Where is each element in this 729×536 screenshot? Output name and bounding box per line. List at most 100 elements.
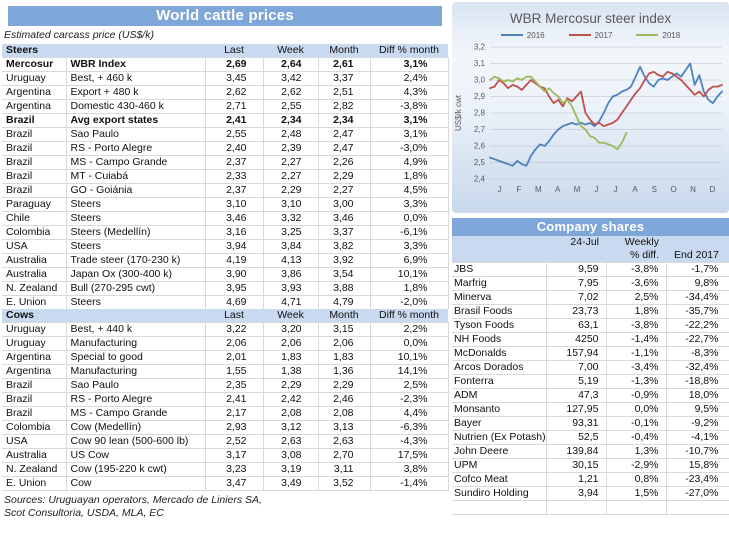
cell-weekly: -3,8% (605, 262, 666, 277)
cell-name: NH Foods (452, 332, 546, 347)
cell-diff: 4,9% (369, 155, 449, 170)
cell-desc: Cow (Medellín) (65, 420, 206, 435)
cell-desc: Steers (65, 295, 206, 309)
col-header-diff: Diff % month (379, 309, 439, 321)
cell-diff: -2,3% (369, 392, 449, 407)
cell-desc: Steers (65, 211, 206, 226)
cell-month: 2,63 (317, 434, 371, 449)
cell-country: Australia (2, 253, 66, 268)
table-row: Cofco Meat 1,21 0,8% -23,4% (452, 472, 729, 487)
cell-diff: 2,5% (369, 378, 449, 393)
cell-last: 2,37 (204, 183, 264, 198)
cell-last: 2,62 (204, 85, 264, 100)
cell-name: Nutrien (Ex Potash) (452, 430, 546, 445)
table-row: Australia Japan Ox (300-400 k) 3,90 3,86 3,5… (2, 267, 449, 282)
cell-diff: 4,3% (369, 85, 449, 100)
cell-month: 1,36 (317, 364, 371, 379)
table-row: Brazil MS - Campo Grande 2,37 2,27 2,26 4,9% (2, 155, 449, 170)
cell-desc: Special to good (65, 350, 206, 365)
company-shares-table: 24-Jul Weekly % diff. End 2017 JBS 9,59 -3… (452, 236, 729, 515)
col-header-diff: Diff % month (379, 44, 439, 56)
cell-country: Uruguay (2, 322, 66, 337)
table-row: Uruguay Best, + 460 k 3,45 3,42 3,37 2,4% (2, 71, 449, 86)
cell-price: 4250 (545, 332, 606, 347)
cell-country: USA (2, 434, 66, 449)
cell-country: N. Zealand (2, 462, 66, 477)
y-tick-label: 2,6 (474, 142, 486, 151)
cell-month: 4,79 (317, 295, 371, 309)
table-row: N. Zealand Cow (195-220 k cwt) 3,23 3,19 3,1… (2, 462, 449, 477)
y-tick-label: 2,4 (474, 175, 486, 184)
legend-swatch (568, 34, 591, 36)
cell-month: 3,54 (317, 267, 371, 282)
table-row: N. Zealand Bull (270-295 cwt) 3,95 3,93 3,88… (2, 281, 449, 296)
cell-desc: Sao Paulo (65, 378, 206, 393)
cell-last: 2,06 (204, 336, 264, 351)
cell-desc: Export + 480 k (65, 85, 206, 100)
cell-weekly: 2,5% (605, 290, 666, 305)
table-row: Australia US Cow 3,17 3,08 2,70 17,5% (2, 448, 449, 463)
table-row: Argentina Domestic 430-460 k 2,71 2,55 2,82-… (2, 99, 449, 114)
cell-week: 2,62 (262, 85, 319, 100)
cell-diff: 3,3% (369, 239, 449, 254)
col-header-week: Week (277, 44, 304, 56)
col-header-date: 24-Jul (570, 236, 599, 248)
x-tick-label: N (690, 185, 696, 194)
cell-desc: Best, + 440 k (65, 322, 206, 337)
cell-diff: 17,5% (369, 448, 449, 463)
cell-week: 4,13 (262, 253, 319, 268)
chart-legend: 2016 2017 2018 (452, 29, 729, 41)
cell-last: 3,90 (204, 267, 264, 282)
y-tick-label: 3,2 (474, 43, 486, 52)
cell-month: 2,26 (317, 155, 371, 170)
cell-name: Arcos Dorados (452, 360, 546, 375)
col-header-last: Last (224, 309, 244, 321)
cell-weekly: -1,4% (605, 332, 666, 347)
col-header-month: Month (329, 44, 359, 56)
cell-last: 3,95 (204, 281, 264, 296)
cell-desc: MS - Campo Grande (65, 406, 206, 421)
cell-price: 47,3 (545, 388, 606, 403)
cell-last: 3,45 (204, 71, 264, 86)
table-row: Australia Trade steer (170-230 k) 4,19 4,13… (2, 253, 449, 268)
table-row: E. Union Steers 4,69 4,71 4,79 -2,0% (2, 295, 449, 309)
cell-month: 2,27 (317, 183, 371, 198)
x-tick-label: J (498, 185, 502, 194)
empty-cell (665, 500, 729, 515)
cell-desc: US Cow (65, 448, 206, 463)
y-tick-label: 2,8 (474, 109, 486, 118)
cell-weekly: -1,1% (605, 346, 666, 361)
cell-last: 4,69 (204, 295, 264, 309)
company-shares-rows: JBS 9,59 -3,8% -1,7% Marfrig 7,95 -3,6% 9,8% Min… (452, 262, 729, 501)
cell-month: 3,37 (317, 71, 371, 86)
cell-price: 63,1 (545, 318, 606, 333)
cell-month: 2,47 (317, 127, 371, 142)
cell-diff: 3,1% (369, 57, 449, 72)
legend-item-2018: 2018 (636, 31, 680, 40)
series-line-2017 (489, 70, 723, 128)
cell-end2017: -1,7% (665, 262, 729, 277)
cell-country: Brazil (2, 113, 66, 128)
chart-title: WBR Mercosur steer index (509, 11, 672, 26)
cell-country: Mercosur (2, 57, 66, 72)
cell-country: USA (2, 239, 66, 254)
table-row: Brasil Foods 23,73 1,8% -35,7% (452, 304, 729, 319)
cell-week: 3,86 (262, 267, 319, 282)
cell-diff: 0,0% (369, 211, 449, 226)
x-tick-label: M (574, 185, 581, 194)
cell-week: 2,55 (262, 99, 319, 114)
table-row: Bayer 93,31 -0,1% -9,2% (452, 416, 729, 431)
cell-month: 2,34 (317, 113, 371, 128)
series-line-2016 (489, 62, 723, 167)
cell-week: 2,34 (262, 113, 319, 128)
cell-month: 2,82 (317, 99, 371, 114)
cell-last: 3,94 (204, 239, 264, 254)
cell-country: Brazil (2, 127, 66, 142)
cell-price: 52,5 (545, 430, 606, 445)
page-title: World cattle prices (8, 6, 442, 26)
cell-month: 3,11 (317, 462, 371, 477)
cell-month: 3,15 (317, 322, 371, 337)
cell-diff: -1,4% (369, 476, 449, 491)
cell-desc: Trade steer (170-230 k) (65, 253, 206, 268)
cell-week: 3,93 (262, 281, 319, 296)
